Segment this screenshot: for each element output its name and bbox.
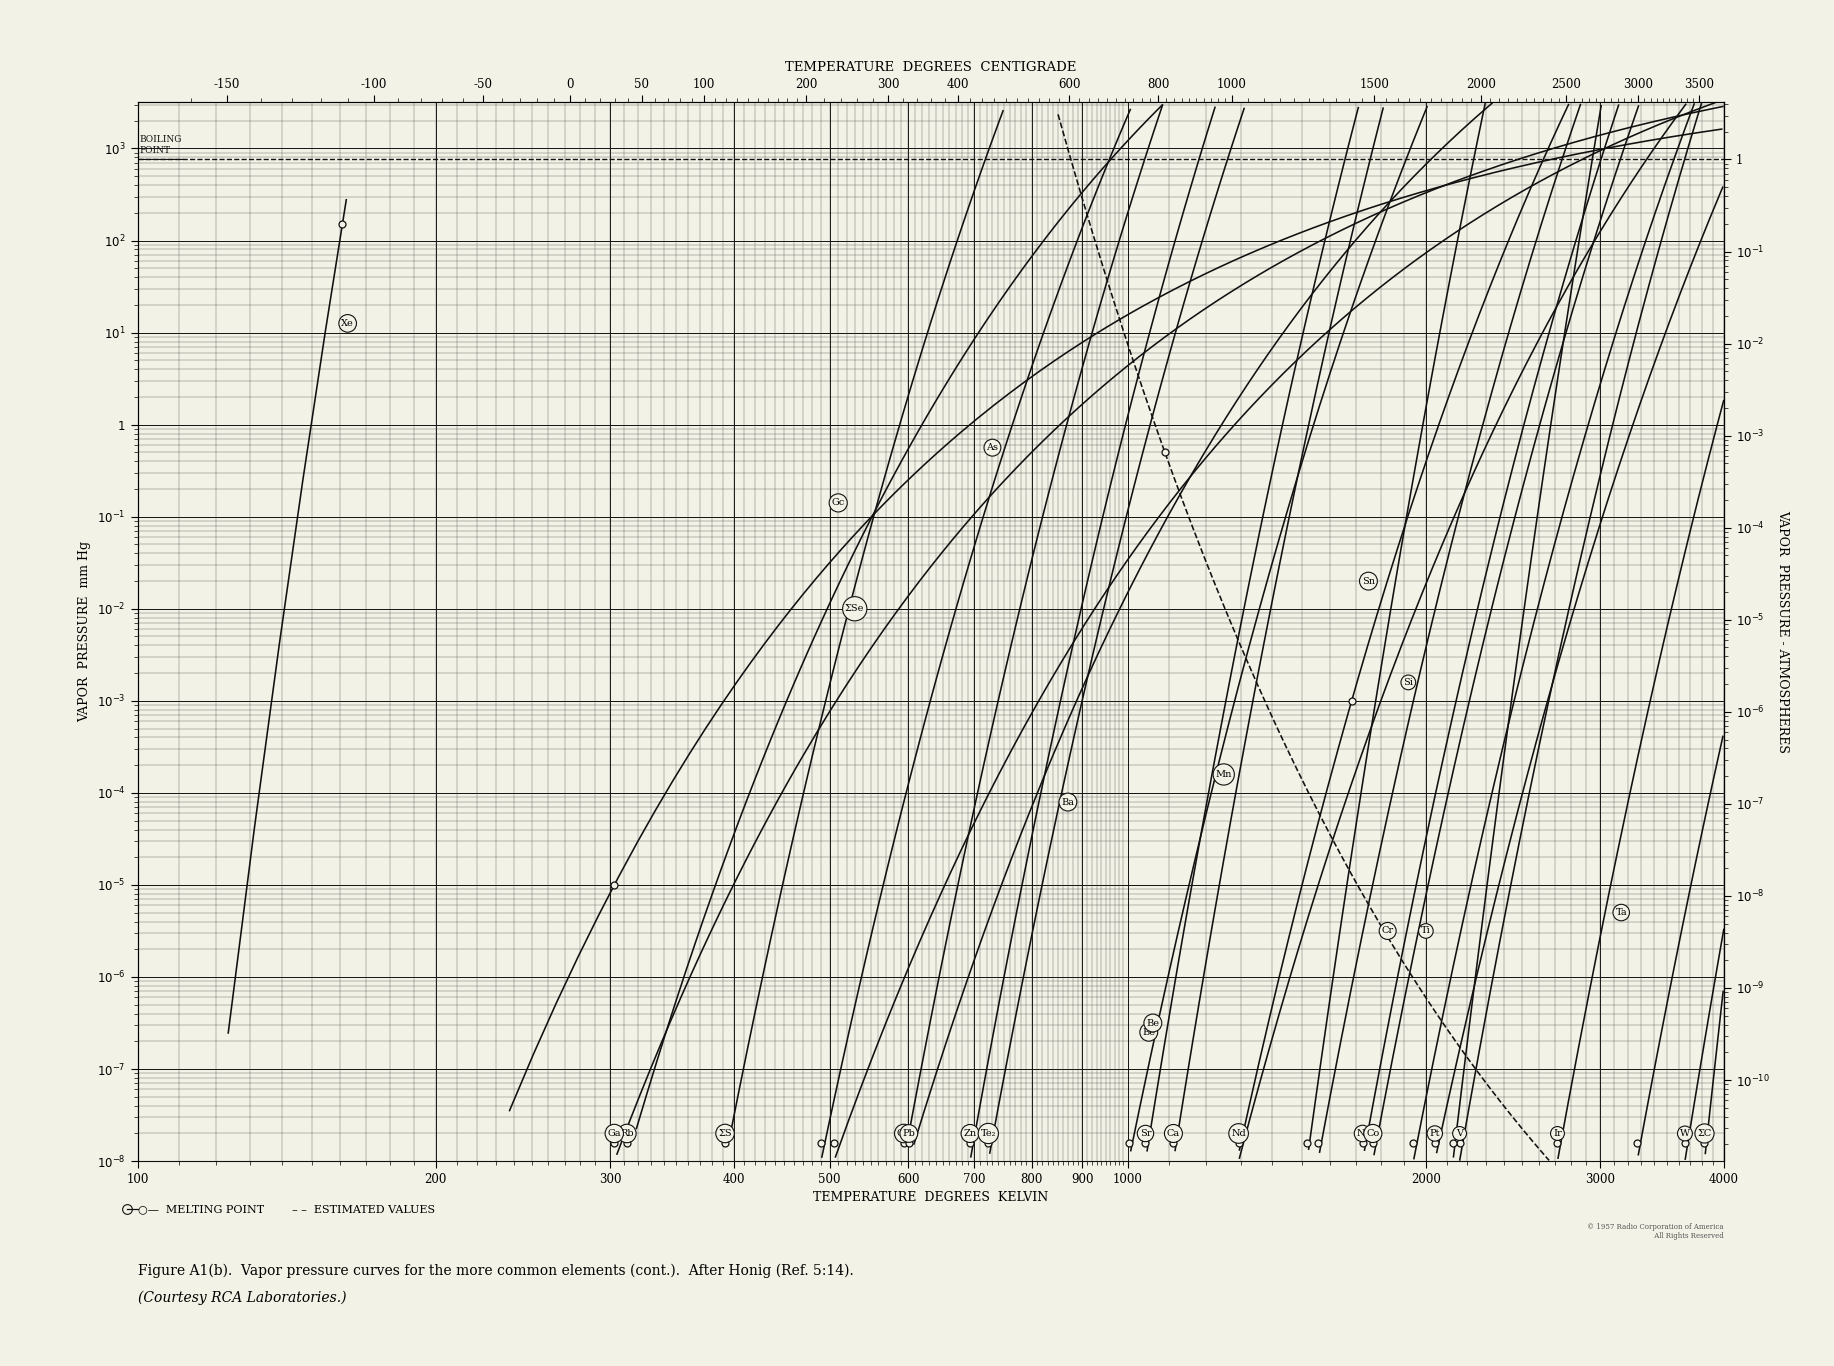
Text: Co: Co <box>1366 1128 1379 1138</box>
Text: Cr: Cr <box>1381 926 1394 936</box>
Text: Ca: Ca <box>1166 1128 1179 1138</box>
Y-axis label: VAPOR  PRESSURE  mm Hg: VAPOR PRESSURE mm Hg <box>79 541 92 723</box>
Text: Xe: Xe <box>341 318 354 328</box>
Text: Be: Be <box>1146 1019 1159 1027</box>
Text: Si: Si <box>1403 678 1414 687</box>
Text: ○—  MELTING POINT        – –  ESTIMATED VALUES: ○— MELTING POINT – – ESTIMATED VALUES <box>138 1203 435 1214</box>
Y-axis label: VAPOR  PRESSURE - ATMOSPHERES: VAPOR PRESSURE - ATMOSPHERES <box>1775 511 1788 753</box>
Text: Ni: Ni <box>1357 1128 1368 1138</box>
Text: Figure A1(b).  Vapor pressure curves for the more common elements (cont.).  Afte: Figure A1(b). Vapor pressure curves for … <box>138 1264 853 1279</box>
Text: Pt: Pt <box>1429 1128 1440 1138</box>
Text: Zn: Zn <box>963 1128 978 1138</box>
Text: Ta: Ta <box>1616 908 1627 917</box>
Text: (Courtesy RCA Laboratories.): (Courtesy RCA Laboratories.) <box>138 1291 347 1306</box>
Text: Mn: Mn <box>1216 770 1232 779</box>
Text: Sr: Sr <box>1139 1128 1152 1138</box>
Text: ΣC: ΣC <box>1698 1128 1711 1138</box>
Text: Rb: Rb <box>620 1128 635 1138</box>
Text: BOILING
POINT: BOILING POINT <box>139 135 182 154</box>
Text: ΣSe: ΣSe <box>845 604 864 613</box>
Text: Gc: Gc <box>831 499 845 507</box>
Text: Sn: Sn <box>1363 576 1376 586</box>
Text: V: V <box>1456 1128 1464 1138</box>
Text: Te₂: Te₂ <box>981 1128 996 1138</box>
X-axis label: TEMPERATURE  DEGREES  KELVIN: TEMPERATURE DEGREES KELVIN <box>812 1191 1049 1205</box>
Text: Ir: Ir <box>1553 1128 1563 1138</box>
Text: Be: Be <box>1143 1027 1155 1037</box>
Text: As: As <box>987 443 998 452</box>
Text: Ga: Ga <box>607 1128 622 1138</box>
Text: Nd: Nd <box>1231 1128 1245 1138</box>
Text: Pb: Pb <box>902 1128 915 1138</box>
Text: W: W <box>1680 1128 1689 1138</box>
Text: ΣS: ΣS <box>719 1128 732 1138</box>
Text: © 1957 Radio Corporation of America
     All Rights Reserved: © 1957 Radio Corporation of America All … <box>1588 1223 1724 1240</box>
Text: Ti: Ti <box>1421 926 1431 936</box>
X-axis label: TEMPERATURE  DEGREES  CENTIGRADE: TEMPERATURE DEGREES CENTIGRADE <box>785 60 1077 74</box>
Text: Cd: Cd <box>897 1128 911 1138</box>
Text: Ba: Ba <box>1062 798 1075 806</box>
